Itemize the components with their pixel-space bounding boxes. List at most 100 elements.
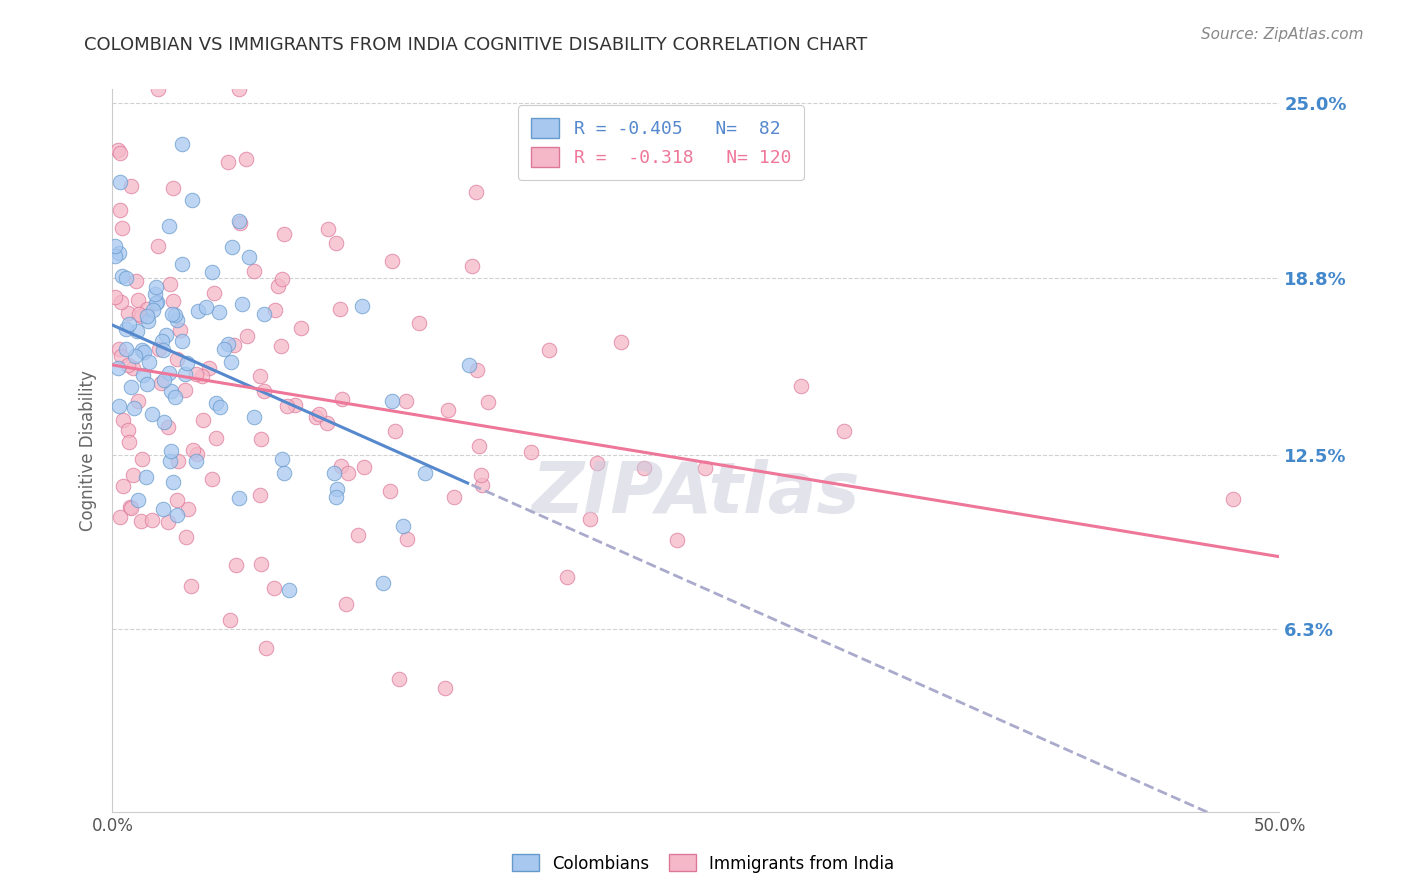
Point: [353, 460, 375, 475]
Point: [392, 519, 415, 533]
Point: [195, 300, 218, 314]
Point: [117, 423, 139, 437]
Point: [129, 514, 152, 528]
Point: [160, 307, 183, 321]
Point: [249, 368, 271, 383]
Point: [243, 410, 266, 425]
Point: [270, 339, 292, 353]
Point: [207, 305, 229, 319]
Point: [201, 265, 224, 279]
Point: [579, 512, 602, 526]
Point: [118, 434, 141, 449]
Point: [633, 461, 655, 475]
Point: [157, 219, 180, 234]
Point: [170, 257, 193, 271]
Point: [122, 468, 145, 483]
Point: [181, 442, 204, 457]
Point: [163, 390, 186, 404]
Point: [141, 407, 163, 421]
Point: [347, 528, 370, 542]
Point: [157, 366, 180, 380]
Point: [120, 379, 142, 393]
Point: [138, 355, 160, 369]
Point: [228, 82, 250, 96]
Point: [125, 324, 148, 338]
Point: [249, 488, 271, 502]
Point: [186, 453, 208, 467]
Point: [146, 294, 169, 309]
Point: [253, 307, 276, 321]
Point: [263, 303, 285, 318]
Point: [127, 394, 149, 409]
Point: [104, 239, 127, 253]
Point: [433, 681, 456, 695]
Point: [135, 469, 157, 483]
Point: [141, 513, 163, 527]
Point: [695, 460, 717, 475]
Point: [120, 179, 142, 194]
Point: [325, 490, 347, 504]
Point: [160, 384, 183, 399]
Point: [186, 447, 208, 461]
Point: [152, 373, 174, 387]
Point: [235, 153, 257, 167]
Point: [114, 322, 136, 336]
Point: [384, 424, 406, 438]
Point: [208, 400, 231, 414]
Point: [197, 361, 219, 376]
Point: [142, 303, 165, 318]
Point: [104, 290, 127, 304]
Point: [108, 343, 131, 357]
Point: [128, 307, 150, 321]
Point: [108, 202, 131, 217]
Point: [162, 294, 184, 309]
Point: [162, 180, 184, 194]
Point: [330, 392, 353, 407]
Legend: Colombians, Immigrants from India: Colombians, Immigrants from India: [505, 847, 901, 880]
Point: [110, 294, 132, 309]
Point: [143, 287, 166, 301]
Point: [267, 279, 290, 293]
Point: [218, 155, 240, 169]
Point: [180, 579, 202, 593]
Point: [415, 466, 437, 480]
Point: [465, 362, 488, 376]
Point: [229, 216, 252, 230]
Point: [184, 367, 207, 381]
Point: [665, 533, 688, 548]
Point: [145, 280, 167, 294]
Point: [202, 285, 225, 300]
Point: [117, 358, 139, 372]
Point: [290, 321, 312, 335]
Point: [790, 379, 813, 393]
Point: [221, 240, 243, 254]
Point: [180, 193, 202, 207]
Point: [609, 334, 631, 349]
Point: [396, 532, 419, 546]
Point: [111, 220, 134, 235]
Point: [236, 329, 259, 343]
Point: [127, 492, 149, 507]
Point: [150, 334, 173, 348]
Point: [124, 350, 146, 364]
Point: [305, 410, 328, 425]
Point: [477, 394, 499, 409]
Point: [129, 310, 152, 324]
Point: [276, 399, 298, 413]
Point: [131, 343, 153, 357]
Point: [395, 394, 418, 409]
Point: [166, 313, 188, 327]
Point: [316, 222, 339, 236]
Point: [457, 358, 479, 372]
Point: [555, 569, 578, 583]
Point: [174, 383, 197, 397]
Point: [118, 500, 141, 514]
Point: [326, 483, 349, 497]
Point: [464, 186, 486, 200]
Point: [111, 413, 134, 427]
Point: [136, 377, 159, 392]
Point: [468, 439, 491, 453]
Point: [110, 509, 132, 524]
Point: [273, 466, 295, 480]
Point: [110, 349, 132, 363]
